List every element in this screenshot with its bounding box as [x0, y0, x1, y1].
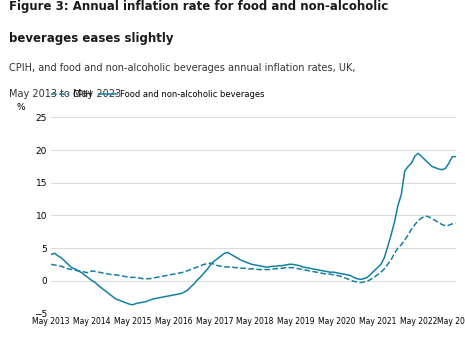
Text: CPIH, and food and non-alcoholic beverages annual inflation rates, UK,: CPIH, and food and non-alcoholic beverag…: [9, 63, 356, 73]
Text: %: %: [17, 103, 26, 112]
Text: beverages eases slightly: beverages eases slightly: [9, 32, 174, 45]
Text: Figure 3: Annual inflation rate for food and non-alcoholic: Figure 3: Annual inflation rate for food…: [9, 0, 389, 13]
Text: May 2013 to May 2023: May 2013 to May 2023: [9, 89, 121, 99]
Legend: CPIH, Food and non-alcoholic beverages: CPIH, Food and non-alcoholic beverages: [47, 87, 268, 102]
